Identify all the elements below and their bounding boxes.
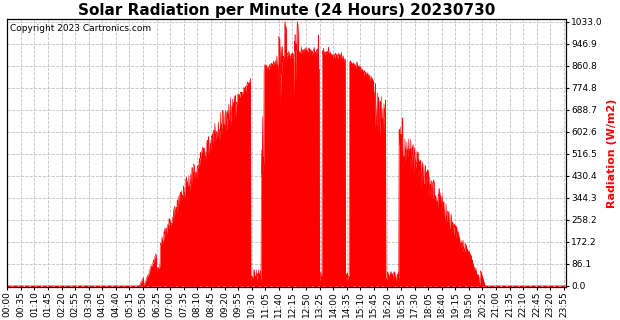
Text: Copyright 2023 Cartronics.com: Copyright 2023 Cartronics.com (10, 24, 151, 33)
Title: Solar Radiation per Minute (24 Hours) 20230730: Solar Radiation per Minute (24 Hours) 20… (78, 3, 495, 18)
Y-axis label: Radiation (W/m2): Radiation (W/m2) (607, 98, 618, 208)
